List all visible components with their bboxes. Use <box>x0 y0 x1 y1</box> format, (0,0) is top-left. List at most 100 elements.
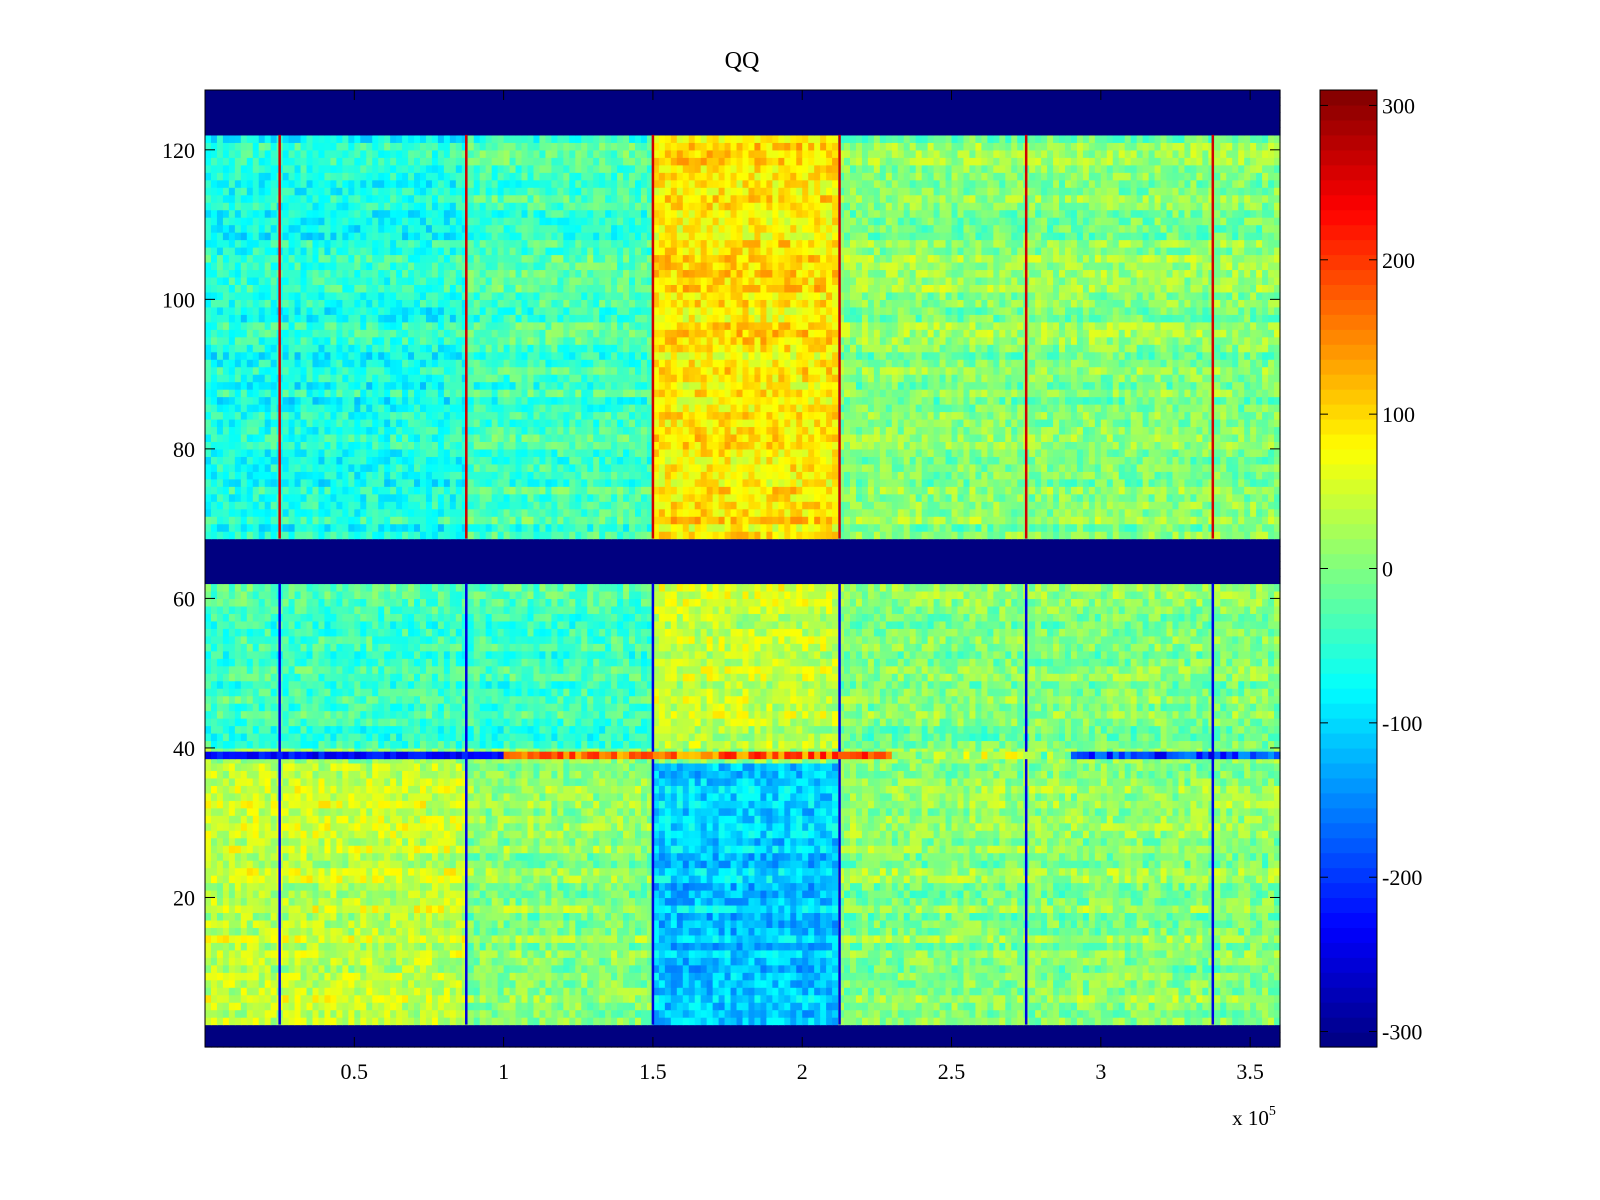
heatmap-cell <box>1202 882 1209 891</box>
heatmap-cell <box>1202 972 1209 981</box>
heatmap-cell <box>1256 919 1263 928</box>
heatmap-cell <box>981 904 988 914</box>
heatmap-cell <box>336 897 343 906</box>
heatmap-cell <box>437 882 445 891</box>
heatmap-cell <box>652 1024 660 1033</box>
heatmap-cell <box>1136 882 1144 891</box>
heatmap-cell <box>348 994 355 1003</box>
heatmap-cell <box>748 852 756 861</box>
heatmap-cell <box>987 1002 994 1011</box>
heatmap-cell <box>1154 904 1162 914</box>
heatmap-cell <box>491 867 499 876</box>
heatmap-cell <box>1070 979 1078 988</box>
heatmap-cell <box>652 860 660 869</box>
heatmap-cell <box>724 934 732 943</box>
heatmap-cell <box>473 837 481 846</box>
heatmap-cell <box>670 942 678 951</box>
heatmap-cell <box>366 957 373 966</box>
heatmap-cell <box>234 845 242 854</box>
heatmap-cell <box>903 897 911 906</box>
heatmap-cell <box>222 897 230 906</box>
heatmap-cell <box>408 934 415 943</box>
heatmap-cell <box>294 875 302 884</box>
heatmap-cell <box>1053 1017 1060 1026</box>
heatmap-cell <box>1250 942 1257 951</box>
heatmap-cell <box>1178 845 1186 854</box>
heatmap-cell <box>766 912 773 921</box>
heatmap-cell <box>396 1032 403 1041</box>
heatmap-cell <box>844 889 851 899</box>
heatmap-cell <box>1142 1032 1150 1041</box>
heatmap-cell <box>646 912 654 921</box>
heatmap-cell <box>790 875 797 884</box>
heatmap-cell <box>933 1024 941 1033</box>
heatmap-cell <box>915 1009 923 1018</box>
heatmap-cell <box>838 994 845 1003</box>
heatmap-cell <box>210 912 218 921</box>
heatmap-cell <box>1226 867 1233 876</box>
heatmap-cell <box>431 919 439 928</box>
heatmap-cell <box>557 897 564 906</box>
heatmap-cell <box>1190 912 1197 921</box>
heatmap-cell <box>210 882 218 891</box>
heatmap-cell <box>939 889 947 899</box>
heatmap-cell <box>629 912 636 921</box>
heatmap-cell <box>575 852 582 861</box>
heatmap-cell <box>760 912 767 921</box>
heatmap-cell <box>766 934 773 943</box>
heatmap-cell <box>1190 904 1197 914</box>
heatmap-cell <box>963 1039 971 1048</box>
heatmap-cell <box>909 860 917 869</box>
heatmap-cell <box>987 1024 994 1033</box>
heatmap-cell <box>1106 897 1114 906</box>
heatmap-cell <box>682 927 690 936</box>
heatmap-cell <box>491 837 499 846</box>
heatmap-cell <box>730 867 738 876</box>
heatmap-cell <box>210 837 218 846</box>
heatmap-cell <box>1202 1032 1209 1041</box>
heatmap-cell <box>491 845 499 854</box>
heatmap-cell <box>348 934 355 943</box>
heatmap-cell <box>1214 972 1221 981</box>
heatmap-cell <box>533 1024 541 1033</box>
heatmap-cell <box>772 837 779 846</box>
heatmap-cell <box>760 919 767 928</box>
heatmap-cell <box>640 979 648 988</box>
heatmap-cell <box>402 1002 409 1011</box>
heatmap-cell <box>581 912 588 921</box>
heatmap-cell <box>384 919 391 928</box>
heatmap-cell <box>629 949 636 958</box>
heatmap-cell <box>772 912 779 921</box>
heatmap-cell <box>1232 927 1239 936</box>
heatmap-cell <box>915 1002 923 1011</box>
heatmap-cell <box>425 934 433 943</box>
heatmap-cell <box>897 919 905 928</box>
heatmap-cell <box>509 942 517 951</box>
heatmap-cell <box>270 987 278 996</box>
heatmap-cell <box>497 845 505 854</box>
heatmap-cell <box>288 889 296 899</box>
heatmap-cell <box>975 964 982 973</box>
heatmap-cell <box>425 889 433 899</box>
heatmap-cell <box>581 987 588 996</box>
heatmap-cell <box>903 1024 911 1033</box>
heatmap-cell <box>1100 1017 1108 1026</box>
heatmap-cell <box>324 994 332 1003</box>
heatmap-cell <box>1094 875 1102 884</box>
heatmap-cell <box>820 882 827 891</box>
heatmap-cell <box>706 845 714 854</box>
heatmap-cell <box>306 1024 314 1033</box>
heatmap-cell <box>802 949 809 958</box>
heatmap-cell <box>515 1017 523 1026</box>
heatmap-cell <box>330 957 337 966</box>
heatmap-cell <box>879 972 887 981</box>
heatmap-cell <box>605 987 612 996</box>
heatmap-cell <box>742 845 750 854</box>
heatmap-cell <box>993 912 1000 921</box>
heatmap-cell <box>975 867 982 876</box>
heatmap-cell <box>318 867 326 876</box>
heatmap-cell <box>939 972 947 981</box>
heatmap-cell <box>264 1039 272 1048</box>
heatmap-cell <box>778 1017 785 1026</box>
heatmap-cell <box>479 1002 487 1011</box>
